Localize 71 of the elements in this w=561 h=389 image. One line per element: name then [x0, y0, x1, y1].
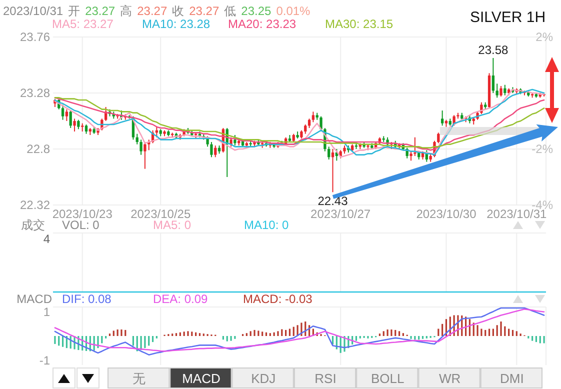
text: MA10: 0 — [244, 218, 290, 232]
candlestick — [234, 134, 236, 146]
text: 高 — [120, 4, 132, 18]
text: MACD — [182, 371, 220, 386]
text: DEA: 0.09 — [153, 292, 208, 306]
candlestick — [140, 139, 142, 156]
y2-tick-label: -2% — [532, 142, 554, 156]
text: 23.27 — [85, 4, 116, 18]
candlestick — [312, 111, 315, 123]
x-tick-label: 2023/10/27 — [310, 207, 371, 221]
candlestick — [304, 124, 307, 134]
text: VOL: 0 — [62, 218, 100, 232]
annotation: 22.43 — [318, 194, 348, 208]
text: 4 — [43, 232, 50, 246]
text: DIF: 0.08 — [62, 292, 112, 306]
x-tick-label: 2023/10/23 — [52, 207, 113, 221]
text: MA30: 23.15 — [325, 17, 394, 31]
candlestick — [437, 132, 440, 144]
text: 无 — [132, 371, 146, 386]
candlestick — [320, 116, 322, 132]
y-tick-label: 1 — [43, 305, 50, 320]
y-tick-label: 22.32 — [20, 198, 50, 212]
text: 收 — [172, 4, 184, 18]
candlestick — [136, 133, 138, 145]
candlestick — [214, 145, 217, 158]
text: 低 — [224, 4, 236, 18]
text: 2023/10/31 — [3, 4, 64, 18]
series-label: MACD: -0.03 — [243, 292, 313, 306]
candlestick — [210, 142, 213, 158]
candlestick — [65, 108, 68, 122]
candlestick — [61, 104, 64, 120]
text: MA5: 0 — [153, 218, 192, 232]
candlestick — [144, 142, 146, 170]
text: 开 — [68, 4, 80, 18]
text: MA10: 23.28 — [142, 17, 210, 31]
text: KDJ — [251, 371, 276, 386]
text: RSI — [314, 371, 336, 386]
text: 23.27 — [189, 4, 220, 18]
text: BOLL — [371, 371, 404, 386]
candlestick — [331, 148, 334, 193]
text: 成交 — [21, 218, 45, 232]
text: MA5: 23.27 — [52, 17, 114, 31]
chart-title: SILVER 1H — [470, 9, 546, 26]
y2-tick-label: 2% — [536, 30, 554, 44]
candlestick — [69, 110, 72, 128]
x-tick-label: 2023/10/30 — [416, 207, 477, 221]
y-axis-title: MACD — [16, 292, 52, 306]
text: 23.27 — [137, 4, 168, 18]
text: WR — [438, 371, 461, 386]
candlestick — [440, 110, 444, 126]
candlestick — [492, 58, 495, 94]
candlestick — [230, 136, 232, 148]
text: DMI — [500, 371, 524, 386]
candlestick — [73, 118, 76, 132]
text: 0.01% — [276, 4, 311, 18]
x-tick-label: 2023/10/25 — [130, 207, 191, 221]
candlestick — [410, 150, 412, 162]
candlestick — [328, 146, 330, 160]
candlestick — [77, 119, 80, 130]
candlestick — [500, 86, 502, 97]
y-tick-label: -1 — [39, 353, 50, 368]
y-tick-label: 23.28 — [20, 86, 50, 100]
y-tick-label: 23.76 — [20, 30, 50, 44]
candlestick — [496, 83, 498, 98]
text: 23.25 — [241, 4, 272, 18]
text: MA20: 23.23 — [228, 17, 296, 31]
annotation: 23.58 — [478, 43, 509, 57]
candlestick — [84, 124, 88, 134]
candlestick — [504, 84, 506, 96]
y-tick-label: 22.8 — [26, 142, 50, 156]
candlestick — [414, 136, 416, 156]
